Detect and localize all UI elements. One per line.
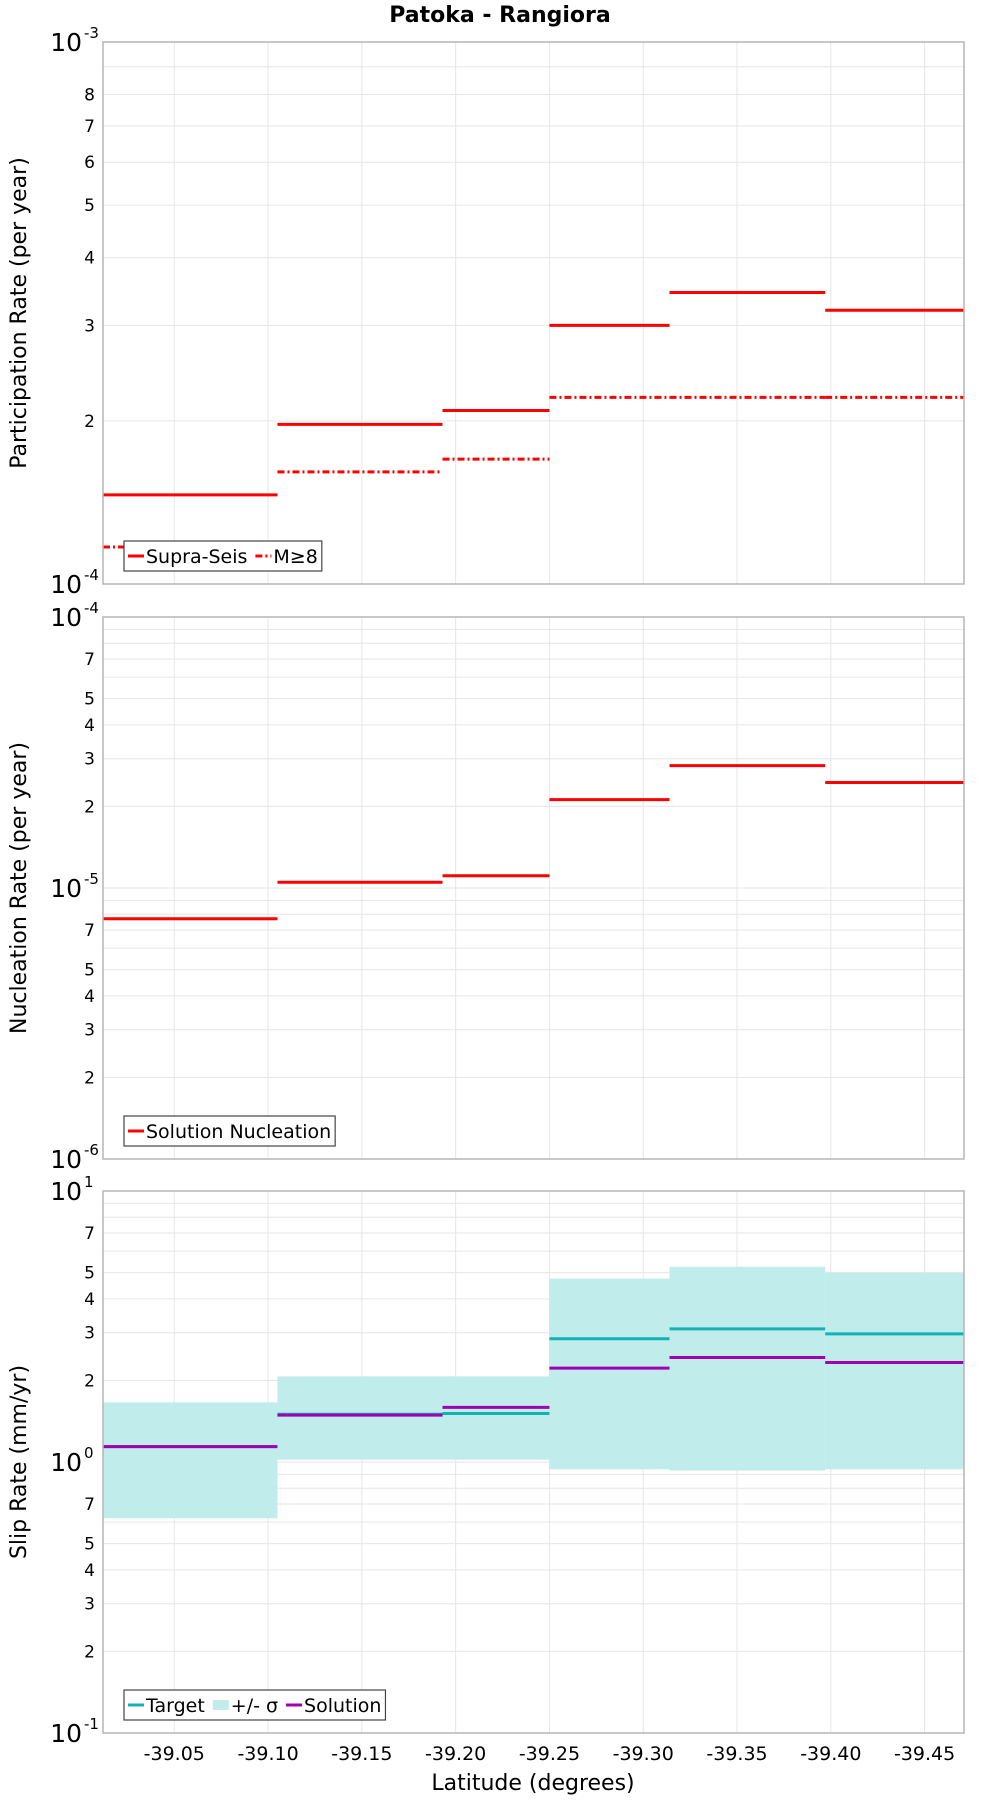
x-tick-label: -39.45	[894, 1743, 955, 1765]
y-axis-label: Slip Rate (mm/yr)	[7, 1365, 32, 1559]
x-tick-label: -39.20	[425, 1743, 486, 1765]
y-decade-exponent: -4	[84, 599, 99, 617]
x-tick-label: -39.25	[519, 1743, 580, 1765]
legend-label: Supra-Seis	[146, 546, 247, 568]
y-decade-label: 10	[50, 1145, 82, 1174]
y-decade-exponent: 0	[84, 1444, 94, 1462]
legend-item-solution: Solution	[286, 1695, 381, 1717]
series-solution-nucleation	[103, 764, 964, 921]
plot-frame	[102, 41, 965, 585]
legend-box	[123, 1115, 336, 1147]
legend: Solution Nucleation	[123, 1115, 336, 1147]
y-tick-label: 3	[84, 1021, 95, 1041]
y-tick-label: 7	[84, 117, 95, 137]
band-segment	[669, 1266, 826, 1471]
y-tick-label: 2	[84, 1642, 95, 1662]
y-axis-label: Nucleation Rate (per year)	[7, 742, 32, 1034]
y-tick-label: 3	[84, 1324, 95, 1344]
legend-label: Solution Nucleation	[146, 1121, 331, 1143]
y-tick-label: 7	[84, 1495, 95, 1515]
y-tick-label: 4	[84, 987, 95, 1007]
y-decade-label: 10	[50, 1719, 82, 1748]
y-tick-label: 7	[84, 1224, 95, 1244]
y-tick-label: 4	[84, 1561, 95, 1581]
y-tick-label: 8	[84, 86, 95, 106]
y-tick-label: 2	[84, 412, 95, 432]
y-decade-exponent: -3	[84, 24, 99, 42]
plot-frame	[102, 616, 965, 1160]
legend-swatch	[212, 1700, 229, 1710]
x-tick-label: -39.40	[800, 1743, 861, 1765]
x-tick-labels: -39.05 -39.10 -39.15 -39.20 -39.25 -39.30 -39.…	[144, 1743, 956, 1765]
y-tick-label: 5	[84, 196, 95, 216]
x-axis-label: Latitude (degrees)	[431, 1771, 634, 1796]
legend-box	[123, 540, 323, 572]
y-tick-label: 7	[84, 650, 95, 670]
y-tick-label: 4	[84, 716, 95, 736]
legend-label: Target	[145, 1695, 205, 1717]
y-tick-label: 3	[84, 1595, 95, 1615]
y-decade-label: 10	[50, 570, 82, 599]
band-segment	[549, 1278, 670, 1470]
y-tick-label: 7	[84, 921, 95, 941]
x-tick-label: -39.35	[706, 1743, 767, 1765]
legend-item-item: +/- σ	[212, 1695, 278, 1717]
y-tick-label: 6	[84, 153, 95, 173]
legend-label: +/- σ	[231, 1695, 278, 1717]
legend-box	[123, 1689, 387, 1721]
legend-item-m-8: M≥8	[255, 546, 318, 568]
y-tick-label: 4	[84, 1290, 95, 1310]
y-decade-exponent: 1	[84, 1173, 94, 1191]
y-decade-label: 10	[50, 603, 82, 632]
band-segment	[277, 1376, 550, 1460]
y-tick-label: 2	[84, 1068, 95, 1088]
series-solution	[103, 1356, 964, 1449]
y-tick-label: 2	[84, 797, 95, 817]
legend: Target +/- σ Solution	[123, 1689, 387, 1721]
plot-frame	[102, 1190, 965, 1734]
y-decade-exponent: -4	[84, 566, 99, 584]
y-decade-label: 10	[50, 1177, 82, 1206]
y-tick-label: 3	[84, 316, 95, 336]
y-axis-label: Participation Rate (per year)	[7, 157, 32, 469]
y-decade-exponent: -6	[84, 1141, 99, 1159]
chart-title: Patoka - Rangiora	[389, 3, 610, 28]
sigma-band	[103, 1266, 964, 1519]
band-segment	[103, 1402, 278, 1519]
series-supra-seis	[103, 291, 964, 497]
legend-label: Solution	[304, 1695, 381, 1717]
y-decade-label: 10	[50, 1448, 82, 1477]
y-tick-label: 5	[84, 1264, 95, 1284]
grid	[103, 42, 964, 584]
legend-item-supra-seis: Supra-Seis	[128, 546, 247, 568]
y-tick-label: 4	[84, 249, 95, 269]
y-tick-label: 5	[84, 961, 95, 981]
y-tick-label: 5	[84, 690, 95, 710]
x-tick-label: -39.15	[331, 1743, 392, 1765]
x-tick-label: -39.30	[613, 1743, 674, 1765]
legend-label: M≥8	[273, 546, 317, 568]
grid	[103, 617, 964, 1159]
x-tick-label: -39.05	[144, 1743, 205, 1765]
y-decade-exponent: -1	[84, 1715, 99, 1733]
y-tick-label: 2	[84, 1371, 95, 1391]
y-decade-exponent: -5	[84, 870, 99, 888]
legend-item-target: Target	[128, 1695, 205, 1717]
y-decade-label: 10	[50, 874, 82, 903]
legend-item-solution-nucleation: Solution Nucleation	[128, 1121, 331, 1143]
legend: Supra-Seis M≥8	[123, 540, 323, 572]
y-tick-label: 5	[84, 1535, 95, 1555]
x-tick-label: -39.10	[237, 1743, 298, 1765]
y-decade-label: 10	[50, 28, 82, 57]
band-segment	[825, 1272, 964, 1470]
plot-area	[103, 42, 964, 584]
y-tick-label: 3	[84, 750, 95, 770]
